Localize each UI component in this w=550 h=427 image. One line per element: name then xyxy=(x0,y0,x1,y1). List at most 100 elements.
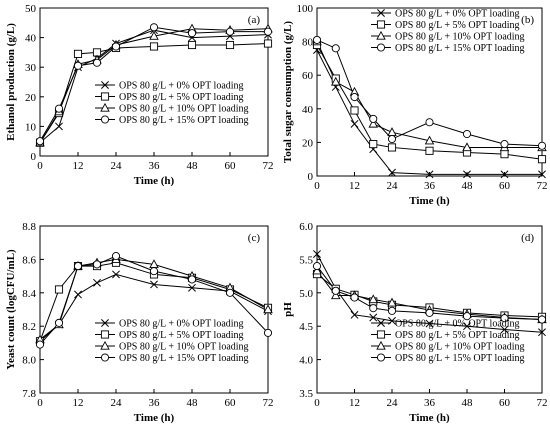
legend-label: OPS 80 g/L + 15% OPT loading xyxy=(395,43,525,54)
x-tick-label: 72 xyxy=(537,397,548,409)
y-tick-label: 10 xyxy=(25,121,37,133)
circle-marker xyxy=(187,275,197,284)
square-marker xyxy=(500,150,509,159)
x-marker xyxy=(188,283,196,292)
y-tick-label: 8.6 xyxy=(22,254,36,266)
x-marker xyxy=(369,313,378,322)
y-tick-label: 4.0 xyxy=(299,355,313,367)
circle-marker xyxy=(312,35,322,44)
circle-marker xyxy=(263,328,273,337)
circle-marker xyxy=(500,140,509,149)
square-marker xyxy=(387,143,397,152)
circle-marker xyxy=(387,306,397,315)
legend-label: OPS 80 g/L + 10% OPT loading xyxy=(395,342,525,353)
x-tick-label: 24 xyxy=(387,180,399,192)
triangle-marker xyxy=(462,142,472,152)
y-tick-label: 8.4 xyxy=(22,288,36,300)
circle-marker xyxy=(387,134,397,144)
legend-circle-marker xyxy=(100,115,110,124)
square-marker xyxy=(537,155,547,164)
x-tick-label: 60 xyxy=(225,160,237,172)
square-marker xyxy=(54,285,64,294)
circle-marker xyxy=(35,340,45,349)
legend-circle-marker xyxy=(100,353,110,362)
circle-marker xyxy=(92,260,102,269)
chart-panel-b: 0 20 40 60 80 100 0 12 24 36 48 60 72 Time (h) Total s… xyxy=(282,3,548,207)
y-tick-label: 5.5 xyxy=(299,254,313,266)
x-marker xyxy=(538,170,546,179)
x-tick-label: 48 xyxy=(187,397,199,409)
triangle-marker xyxy=(330,290,341,300)
x-axis-title: Time (h) xyxy=(409,412,450,424)
legend-circle-marker xyxy=(376,353,386,362)
panel-label: (b) xyxy=(521,14,534,26)
panel-label: (c) xyxy=(248,232,261,244)
x-tick-label: 60 xyxy=(499,180,511,192)
x-tick-label: 36 xyxy=(424,180,436,192)
circle-marker xyxy=(225,27,235,36)
x-tick-label: 36 xyxy=(424,397,436,409)
legend-x-marker xyxy=(377,9,385,17)
circle-marker xyxy=(73,61,83,70)
circle-marker xyxy=(35,137,45,146)
x-marker xyxy=(463,170,471,179)
y-axis-title: pH xyxy=(282,302,294,317)
y-tick-label: 40 xyxy=(302,104,314,116)
y-tick-label: 4.5 xyxy=(299,321,313,333)
panel-label: (d) xyxy=(521,232,534,244)
legend-square-marker xyxy=(100,92,110,101)
x-marker xyxy=(425,170,434,179)
x-marker xyxy=(425,319,434,328)
circle-marker xyxy=(369,114,378,123)
x-tick-label: 36 xyxy=(149,160,161,172)
x-marker xyxy=(112,270,120,279)
legend-square-marker xyxy=(100,330,110,339)
circle-marker xyxy=(149,23,159,32)
triangle-marker xyxy=(424,135,435,145)
legend-label: OPS 80 g/L + 0% OPT loading xyxy=(395,9,520,20)
x-axis-title: Time (h) xyxy=(134,412,175,424)
y-axis-title: Ethanol production (g/L) xyxy=(5,23,17,141)
x-marker xyxy=(93,278,101,287)
legend-label: OPS 80 g/L + 5% OPT loading xyxy=(395,20,520,31)
circle-marker xyxy=(350,92,359,102)
circle-marker xyxy=(263,27,273,36)
y-tick-label: 80 xyxy=(302,37,314,49)
x-tick-label: 24 xyxy=(111,397,123,409)
y-tick-label: 100 xyxy=(297,3,314,15)
x-tick-label: 0 xyxy=(37,160,43,172)
legend-x-marker xyxy=(377,319,385,327)
plot-frame xyxy=(39,225,269,394)
square-marker xyxy=(425,146,434,155)
square-marker xyxy=(369,140,378,149)
y-tick-label: 5.0 xyxy=(299,288,313,300)
circle-marker xyxy=(350,293,359,302)
x-tick-label: 24 xyxy=(387,397,399,409)
x-marker xyxy=(74,290,82,299)
triangle-marker xyxy=(149,30,159,40)
x-tick-label: 36 xyxy=(149,397,161,409)
circle-marker xyxy=(425,118,434,127)
x-tick-label: 0 xyxy=(37,397,43,409)
x-tick-label: 48 xyxy=(462,397,474,409)
chart-panel-d: 3.5 4.0 4.5 5.0 5.5 6.0 0 12 24 36 48 60 72 Time (h) p… xyxy=(282,221,548,424)
legend-triangle-marker xyxy=(100,102,110,112)
legend-circle-marker xyxy=(376,43,386,52)
legend-label: OPS 80 g/L + 0% OPT loading xyxy=(119,319,244,330)
y-tick-label: 20 xyxy=(302,137,314,149)
legend-x-marker xyxy=(101,319,109,327)
y-axis-title: Yeast count (logCFU/mL) xyxy=(5,249,17,370)
legend-x-marker xyxy=(101,81,109,89)
x-axis-title: Time (h) xyxy=(134,175,175,187)
y-tick-label: 60 xyxy=(302,70,314,82)
y-tick-label: 30 xyxy=(25,62,37,74)
legend-triangle-marker xyxy=(376,340,386,350)
x-marker xyxy=(313,250,321,259)
circle-marker xyxy=(331,44,340,53)
x-marker xyxy=(463,322,471,331)
square-marker xyxy=(225,40,235,50)
